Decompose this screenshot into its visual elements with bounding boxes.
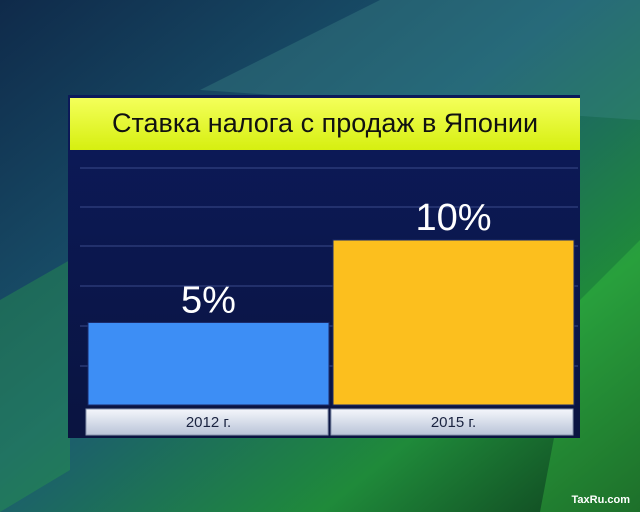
bar: [87, 322, 330, 406]
value-label: 10%: [415, 197, 491, 239]
category-box: [330, 408, 574, 436]
watermark: TaxRu.com: [572, 494, 631, 506]
x-tick-label: 2012 г.: [186, 414, 231, 431]
chart-title: Ставка налога с продаж в Японии: [112, 108, 538, 138]
background-streak: [0, 260, 70, 512]
category-box: [85, 408, 329, 436]
title-box: [70, 98, 580, 150]
x-tick-label: 2015 г.: [431, 414, 476, 431]
bar: [332, 239, 575, 406]
background-streak: [540, 240, 640, 512]
background-streak: [200, 0, 640, 120]
value-label: 5%: [181, 280, 236, 322]
